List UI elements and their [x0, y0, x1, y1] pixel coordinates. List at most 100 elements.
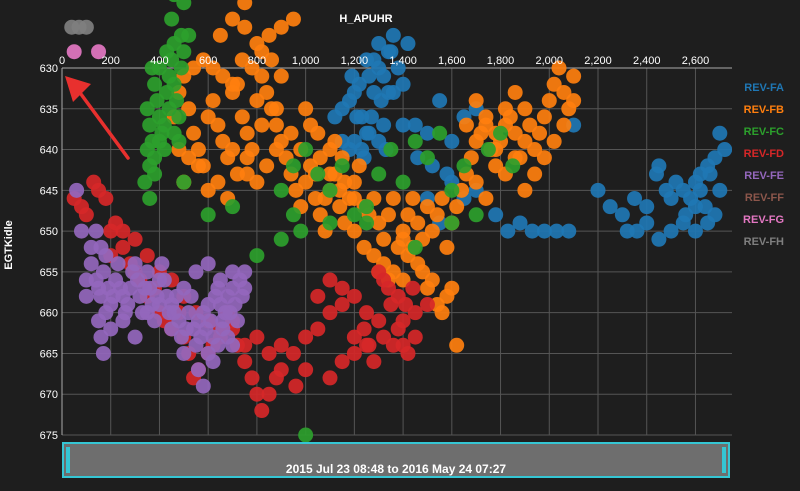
data-point	[237, 19, 253, 35]
data-point	[505, 158, 521, 174]
data-points	[64, 0, 732, 442]
data-point	[444, 215, 460, 231]
data-point	[359, 305, 375, 321]
data-point	[354, 142, 370, 158]
x-tick-label: 1,000	[292, 55, 320, 67]
data-point	[110, 256, 126, 272]
data-point	[407, 239, 423, 255]
data-point	[614, 207, 630, 223]
data-point	[380, 207, 396, 223]
data-point	[225, 76, 241, 92]
x-tick-label: 200	[102, 55, 120, 67]
data-point	[651, 231, 667, 247]
data-point	[298, 329, 314, 345]
data-point	[359, 199, 375, 215]
data-point	[120, 297, 136, 313]
data-point	[395, 117, 411, 133]
data-point	[385, 84, 401, 100]
data-point	[449, 199, 465, 215]
legend-item: REV-FC	[744, 126, 784, 138]
data-point	[349, 109, 365, 125]
data-point	[151, 60, 167, 76]
data-point	[517, 101, 533, 117]
scatter-chart[interactable]: 0 200 400 600 800 1,000 1,200 1,400 1,600 1,800 2,…	[0, 0, 800, 442]
series-rev-fh	[64, 19, 94, 35]
data-point	[322, 370, 338, 386]
data-point	[151, 133, 167, 149]
legend-item: REV-FF	[745, 192, 784, 204]
data-point	[702, 166, 718, 182]
legend: REV-FA REV-FB REV-FC REV-FD REV-FE REV-FF REV-…	[743, 82, 784, 248]
data-point	[432, 125, 448, 141]
data-point	[346, 329, 362, 345]
data-point	[273, 337, 289, 353]
data-point	[385, 190, 401, 206]
y-tick-label: 650	[40, 226, 58, 238]
legend-item: REV-FD	[744, 148, 784, 160]
data-point	[561, 223, 577, 239]
legend-item: REV-FG	[743, 214, 784, 226]
legend-item: REV-FH	[744, 236, 784, 248]
data-point	[298, 101, 314, 117]
x-tick-label: 1,800	[487, 55, 515, 67]
chart-title: H_APUHR	[339, 13, 392, 25]
data-point	[78, 207, 94, 223]
data-point	[298, 362, 314, 378]
data-point	[73, 223, 89, 239]
data-point	[147, 150, 163, 166]
data-point	[419, 125, 435, 141]
arrow-head	[65, 76, 91, 102]
range-handle-left[interactable]	[66, 447, 70, 473]
data-point	[549, 223, 565, 239]
data-point	[322, 215, 338, 231]
data-point	[273, 182, 289, 198]
data-point	[449, 337, 465, 353]
data-point	[419, 150, 435, 166]
data-point	[249, 329, 265, 345]
range-handle-right[interactable]	[722, 447, 726, 473]
data-point	[322, 272, 338, 288]
data-point	[334, 158, 350, 174]
data-point	[298, 142, 314, 158]
data-point	[536, 109, 552, 125]
y-tick-label: 675	[40, 430, 58, 442]
data-point	[273, 231, 289, 247]
data-point	[407, 133, 423, 149]
x-tick-label: 1,200	[341, 55, 369, 67]
data-point	[137, 174, 153, 190]
y-tick-label: 660	[40, 308, 58, 320]
legend-item: REV-FB	[744, 104, 784, 116]
data-point	[127, 256, 143, 272]
data-point	[346, 345, 362, 361]
data-point	[261, 27, 277, 43]
data-point	[424, 223, 440, 239]
data-point	[249, 36, 265, 52]
series-rev-fa	[327, 27, 732, 247]
time-range-label: 2015 Jul 23 08:48 to 2016 May 24 07:27	[285, 462, 507, 476]
data-point	[212, 272, 228, 288]
data-point	[115, 313, 131, 329]
data-point	[181, 27, 197, 43]
data-point	[273, 19, 289, 35]
data-point	[225, 264, 241, 280]
data-point	[78, 288, 94, 304]
x-tick-label: 0	[59, 55, 65, 67]
data-point	[147, 76, 163, 92]
data-point	[566, 93, 582, 109]
data-point	[700, 215, 716, 231]
data-point	[139, 264, 155, 280]
data-point	[98, 190, 114, 206]
time-range-selector[interactable]: 2015 Jul 23 08:48 to 2016 May 24 07:27	[62, 442, 730, 478]
data-point	[424, 272, 440, 288]
data-point	[376, 68, 392, 84]
data-point	[190, 362, 206, 378]
data-point	[322, 305, 338, 321]
data-point	[395, 174, 411, 190]
data-point	[380, 44, 396, 60]
data-point	[712, 182, 728, 198]
data-point	[497, 101, 513, 117]
data-point	[244, 370, 260, 386]
data-point	[91, 44, 107, 60]
data-point	[273, 68, 289, 84]
data-point	[361, 125, 377, 141]
